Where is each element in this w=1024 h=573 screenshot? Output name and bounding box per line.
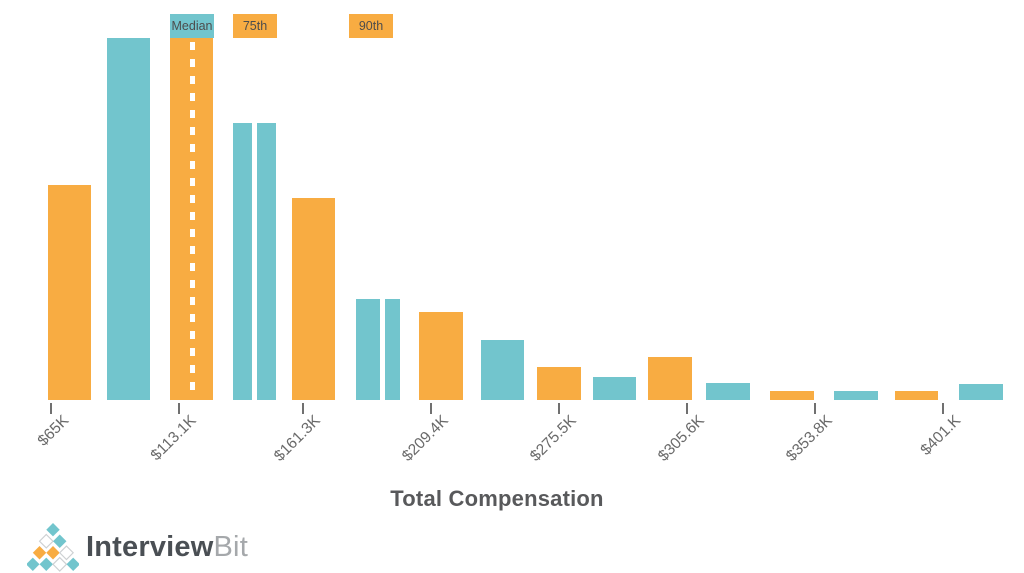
histogram-bar[interactable] (959, 384, 1003, 400)
histogram-bar[interactable] (770, 391, 814, 400)
x-axis-tick (942, 403, 944, 414)
marker-90th: 90th (349, 14, 393, 38)
marker-75th: 75th (233, 14, 277, 38)
interviewbit-logo: InterviewBit (27, 522, 248, 572)
logo-text-bit: Bit (213, 530, 248, 563)
histogram-bar[interactable] (170, 38, 213, 400)
logo-text-interview: Interview (86, 530, 214, 563)
x-axis-title: Total Compensation (390, 486, 604, 511)
histogram-bar[interactable] (481, 340, 524, 400)
x-axis-tick (814, 403, 816, 414)
diamond-pyramid-icon (27, 522, 79, 572)
x-axis-tick-label: $401.K (917, 412, 965, 459)
x-axis-tick-label: $305.6K (655, 412, 709, 465)
x-axis-tick-label: $161.3K (271, 412, 325, 465)
histogram-bar[interactable] (706, 383, 750, 400)
x-axis-tick-label: $275.5K (527, 412, 581, 465)
x-axis-tick-label: $353.8K (783, 412, 837, 465)
median-dashed-line (190, 42, 195, 398)
histogram-bar[interactable] (834, 391, 878, 400)
histogram-bar[interactable] (292, 198, 335, 400)
histogram-bar[interactable] (107, 38, 150, 400)
x-axis-tick (302, 403, 304, 414)
percentile-split-line (252, 123, 257, 400)
x-axis-tick (50, 403, 52, 414)
histogram-bar[interactable] (356, 299, 400, 400)
x-axis-tick (686, 403, 688, 414)
histogram-bar[interactable] (233, 123, 276, 400)
x-axis-tick (178, 403, 180, 414)
x-axis-tick-label: $65K (34, 412, 73, 450)
x-axis-tick (558, 403, 560, 414)
histogram-bar[interactable] (895, 391, 938, 400)
marker-median: Median (170, 14, 214, 38)
x-axis-tick-label: $209.4K (399, 412, 453, 465)
logo-wordmark: InterviewBit (86, 531, 248, 564)
x-axis-tick (430, 403, 432, 414)
x-axis-tick-label: $113.1K (147, 412, 201, 465)
interviewbit-logo-mark-icon (27, 522, 79, 572)
histogram-bar[interactable] (48, 185, 91, 400)
percentile-split-line (380, 299, 385, 400)
histogram-bar[interactable] (593, 377, 636, 400)
histogram-bar[interactable] (419, 312, 463, 400)
histogram-bar[interactable] (648, 357, 692, 400)
histogram-bar[interactable] (537, 367, 581, 400)
